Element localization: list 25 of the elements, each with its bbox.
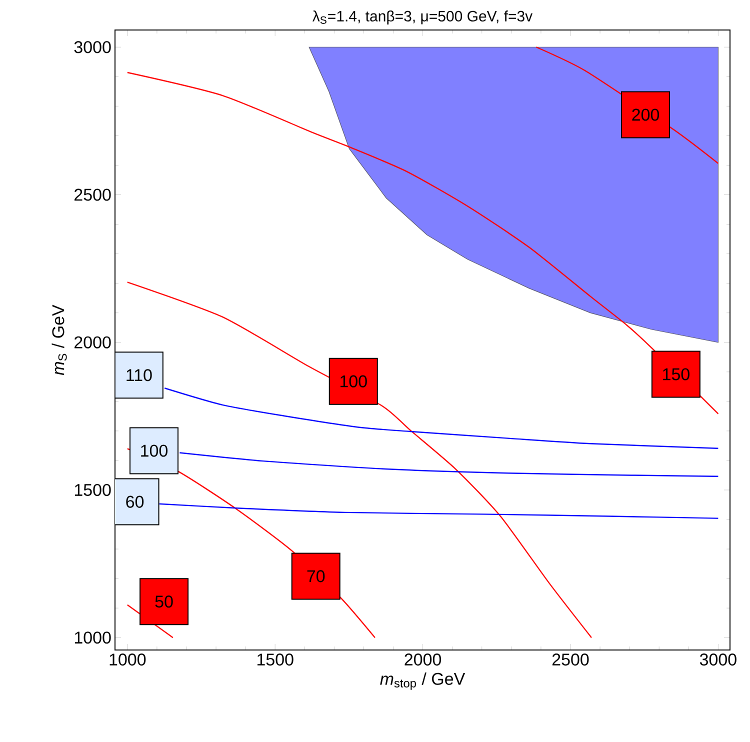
y-tick-label: 2500	[74, 188, 111, 201]
x-tick-label: 1500	[257, 654, 294, 666]
y-tick-label: 1500	[74, 484, 111, 496]
series-label: 60	[126, 496, 144, 508]
series-label: 100	[141, 444, 168, 457]
series-label: 100	[340, 375, 367, 388]
chart-title: λ$_{S}$=1.4, tanβ=3, μ=500 GeV, f=3v	[312, 10, 533, 24]
series-label: 50	[155, 596, 173, 608]
y-tick-label: 3000	[74, 41, 111, 54]
series-label: 70	[307, 570, 325, 582]
y-axis-title: m$_{S}$ / GeV	[52, 304, 67, 376]
series-label: 110	[126, 369, 152, 382]
x-tick-label: 2000	[404, 654, 442, 666]
y-tick-label: 1000	[74, 632, 111, 644]
series-label: 150	[663, 368, 690, 380]
x-tick-label: 1000	[110, 654, 146, 666]
x-tick-label: 2500	[552, 654, 589, 666]
series-label: 200	[632, 108, 660, 121]
x-tick-label: 3000	[700, 654, 736, 666]
line-series	[126, 72, 719, 414]
line-series	[179, 452, 719, 477]
y-tick-label: 2000	[74, 336, 111, 348]
x-axis-title: m$_{stop}$ / GeV	[380, 672, 466, 690]
line-series	[126, 282, 592, 638]
line-series	[158, 503, 719, 519]
